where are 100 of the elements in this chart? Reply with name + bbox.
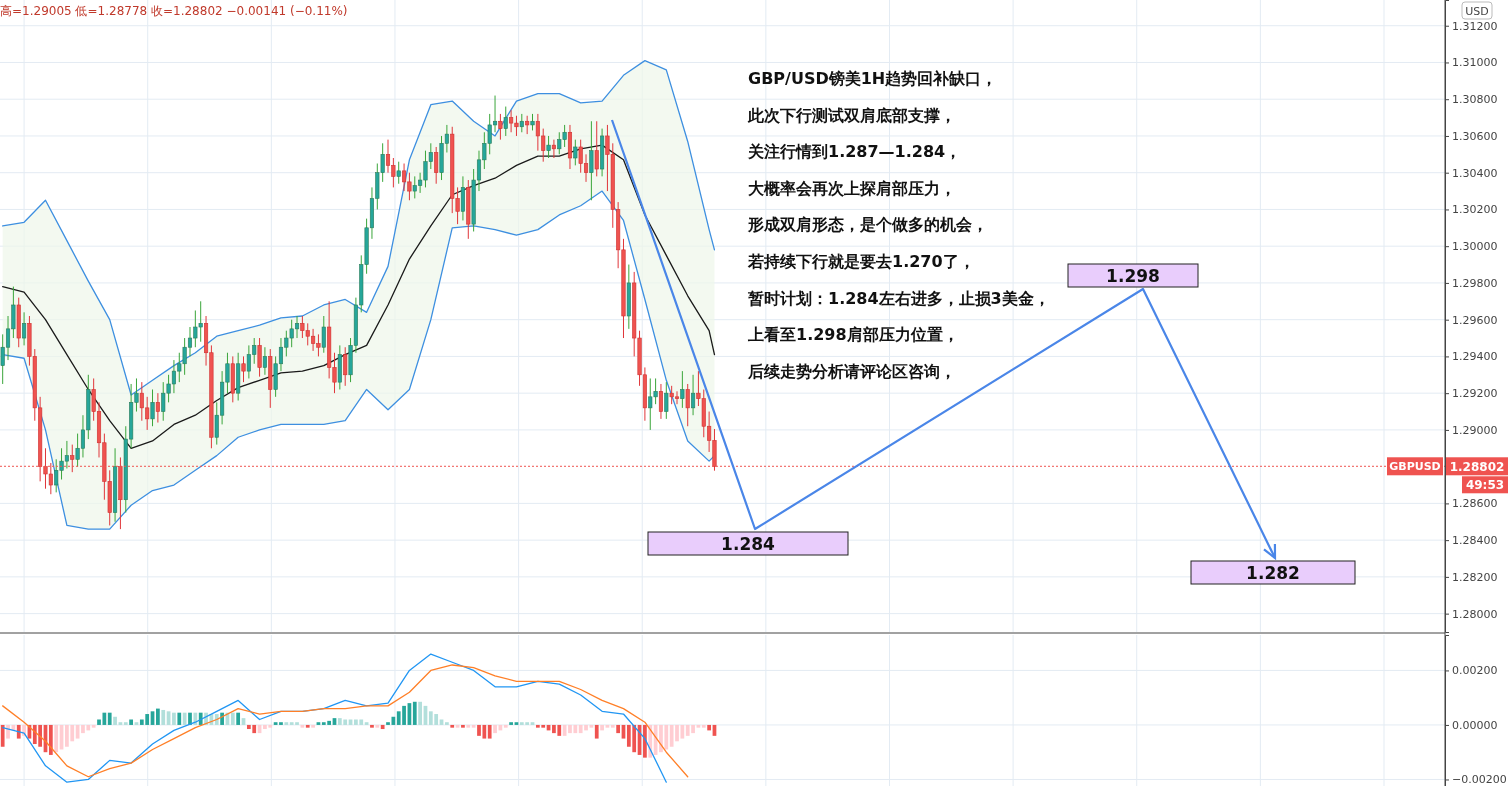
bar xyxy=(503,724,508,728)
y-tick-label: 1.31000 xyxy=(1452,56,1498,70)
bar xyxy=(418,701,422,725)
bar xyxy=(589,724,594,728)
candlestick xyxy=(498,113,503,141)
bar xyxy=(643,724,647,758)
bar xyxy=(471,724,476,728)
candlestick xyxy=(262,346,267,376)
bar xyxy=(610,724,615,728)
candlestick xyxy=(519,113,524,133)
candlestick xyxy=(546,135,551,159)
candlestick xyxy=(503,106,508,137)
line-series xyxy=(2,144,716,449)
y-tick-label: 1.29800 xyxy=(1452,276,1498,290)
bar xyxy=(461,724,465,728)
candlestick xyxy=(241,355,246,383)
bar xyxy=(375,724,380,728)
candlestick xyxy=(22,311,27,346)
bar xyxy=(177,712,182,725)
bar xyxy=(129,719,133,725)
bar xyxy=(48,724,53,755)
bar xyxy=(279,722,283,725)
candlestick xyxy=(434,146,439,185)
candlestick xyxy=(658,383,663,420)
candlestick xyxy=(691,374,696,416)
bar xyxy=(113,716,117,725)
y-axis-title: USD xyxy=(1465,5,1489,18)
y-tick-label: 0.00000 xyxy=(1452,718,1498,732)
annotation: 暂时计划：1.284左右进多，止损3美金， xyxy=(747,288,1050,308)
candlestick xyxy=(321,315,326,354)
y-tick-label: 1.28200 xyxy=(1452,570,1498,584)
y-tick-label: 1.30800 xyxy=(1452,93,1498,107)
bar xyxy=(616,724,621,734)
annotation: 关注行情到1.287—1.284， xyxy=(747,142,962,162)
bar xyxy=(118,722,123,725)
bar xyxy=(594,724,599,739)
candlestick xyxy=(589,120,594,201)
candlestick xyxy=(551,139,556,159)
bar xyxy=(107,712,112,725)
annotation: 形成双肩形态，是个做多的机会， xyxy=(747,215,988,235)
candlestick xyxy=(664,381,669,420)
candlestick xyxy=(396,161,401,185)
bar xyxy=(230,712,235,725)
bar xyxy=(514,722,519,725)
line-series xyxy=(2,59,716,396)
annotation: GBP/USD镑美1H趋势回补缺口， xyxy=(748,69,998,88)
bar xyxy=(509,722,513,725)
bar xyxy=(412,701,417,725)
bar xyxy=(156,708,160,725)
ref-line-label: GBPUSD xyxy=(1389,460,1441,474)
bar xyxy=(364,722,369,725)
bar xyxy=(487,724,492,739)
bar xyxy=(134,722,139,725)
y-tick-label: 1.30000 xyxy=(1452,240,1498,254)
annotation: 若持续下行就是要去1.270了， xyxy=(747,252,975,271)
bar xyxy=(300,724,305,728)
annotation: 上看至1.298肩部压力位置， xyxy=(747,325,959,345)
bar xyxy=(0,724,5,747)
bar xyxy=(455,724,460,728)
y-tick-label: 1.29600 xyxy=(1452,313,1498,327)
y-tick-label: 1.28600 xyxy=(1452,497,1498,511)
bar xyxy=(605,724,610,728)
candlestick xyxy=(573,139,578,166)
annotation: 大概率会再次上探肩部压力， xyxy=(748,178,956,198)
y-tick-label: 1.30600 xyxy=(1452,129,1498,143)
candlestick xyxy=(460,175,465,221)
bar xyxy=(161,709,166,725)
bar xyxy=(707,724,711,731)
y-tick-label: 0.00200 xyxy=(1452,664,1498,678)
y-tick-label: 1.29200 xyxy=(1452,387,1498,401)
bar xyxy=(696,724,701,728)
annotation: 1.282 xyxy=(1246,563,1300,583)
bar xyxy=(284,722,289,725)
bar xyxy=(439,719,444,725)
bar xyxy=(123,722,128,725)
bar xyxy=(182,712,187,725)
bar xyxy=(54,724,59,753)
y-tick-label: 1.30400 xyxy=(1452,166,1498,180)
bar xyxy=(91,724,96,728)
bar xyxy=(530,722,535,725)
y-tick-label: 1.28000 xyxy=(1452,607,1498,621)
candlestick xyxy=(680,370,685,409)
text: 49:53 xyxy=(1465,478,1505,493)
bar xyxy=(188,712,192,725)
annotation: 后续走势分析请评论区咨询， xyxy=(747,361,956,381)
y-tick-label: −0.00200 xyxy=(1452,773,1507,786)
y-tick-label: 1.29400 xyxy=(1452,350,1498,364)
annotation: 1.298 xyxy=(1106,266,1160,286)
bar xyxy=(273,722,278,725)
bar xyxy=(172,712,176,725)
candlestick xyxy=(685,383,690,427)
bar xyxy=(236,712,241,725)
candlestick xyxy=(525,115,530,135)
chart-subtitle: 高=1.29005 低=1.28778 收=1.28802 −0.00141 (−0.11%) xyxy=(0,4,348,18)
bar xyxy=(316,722,321,725)
bar xyxy=(466,724,471,728)
bar xyxy=(701,724,706,728)
y-tick-label: 1.28400 xyxy=(1452,534,1498,548)
bar xyxy=(311,724,315,728)
candlestick xyxy=(343,346,348,387)
